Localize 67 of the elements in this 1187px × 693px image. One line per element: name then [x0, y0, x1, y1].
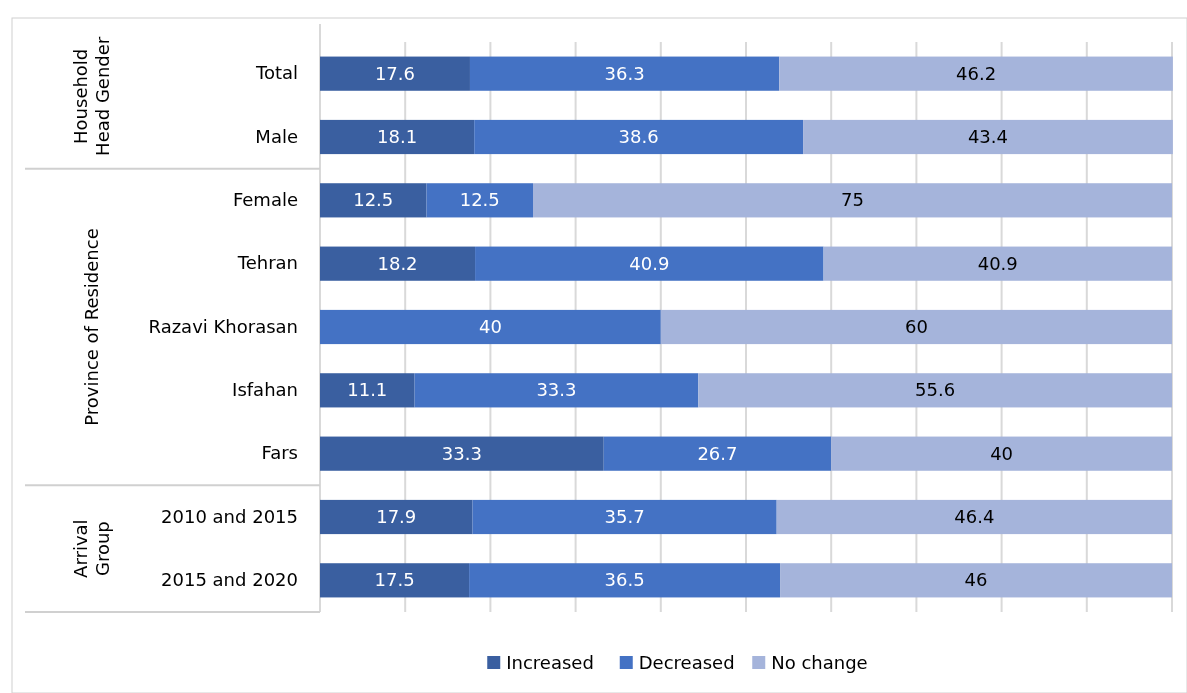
data-label: 40: [478, 316, 502, 337]
text: Arrival Group: [70, 519, 113, 578]
data-label: 12.5: [353, 189, 394, 211]
y-tick-label: Total: [254, 62, 298, 84]
data-label: 18.2: [377, 252, 418, 274]
y-tick-label: 2015 and 2020: [161, 569, 298, 591]
bar: [780, 563, 1172, 598]
bar: [320, 563, 470, 598]
data-label: 46.2: [956, 62, 997, 84]
bar: [779, 56, 1173, 91]
data-label: 17.6: [374, 62, 416, 84]
data-label: 46.4: [954, 506, 995, 527]
legend-label: Increased: [506, 652, 594, 673]
bar: [320, 309, 661, 345]
bar: [660, 309, 1172, 345]
y-tick-label: 2010 and 2015: [161, 505, 298, 527]
bar: [475, 246, 824, 281]
data-label: 36.5: [604, 569, 645, 591]
data-label: 17.9: [376, 506, 417, 527]
bar: [803, 119, 1173, 155]
data-label: 40.9: [977, 252, 1018, 274]
bar: [474, 119, 804, 155]
bar: [603, 436, 832, 471]
y-tick-label: Razavi Khorasan: [148, 315, 298, 337]
data-label: 75: [841, 189, 864, 211]
data-label: 33.3: [441, 442, 482, 464]
bar: [472, 499, 777, 535]
y-tick-label: Tehran: [236, 252, 298, 274]
data-label: 36.3: [604, 62, 645, 84]
text: Household Head Gender: [70, 36, 113, 156]
data-label: 40.9: [629, 252, 670, 274]
data-label: 33.3: [536, 379, 577, 401]
bar: [469, 563, 781, 598]
bar: [320, 373, 415, 408]
data-label: 17.5: [374, 569, 415, 591]
y-tick-label: Isfahan: [232, 379, 298, 401]
data-label: 26.7: [697, 442, 738, 464]
bar: [320, 499, 473, 535]
bar: [320, 436, 604, 471]
bar: [320, 56, 470, 91]
bar: [426, 183, 533, 218]
data-label: 46: [964, 569, 988, 591]
bar: [469, 56, 780, 91]
data-label: 43.4: [967, 126, 1009, 147]
legend-label: Decreased: [638, 652, 735, 673]
y-tick-label: Male: [255, 125, 298, 147]
bar: [831, 436, 1172, 471]
bar: [776, 499, 1172, 535]
data-label: 60: [904, 316, 928, 337]
bar: [414, 373, 699, 408]
data-label: 11.1: [347, 379, 388, 401]
bar: [320, 183, 427, 218]
data-label: 55.6: [915, 379, 956, 401]
data-label: 35.7: [604, 506, 645, 527]
bar: [533, 183, 1172, 218]
data-label: 40: [990, 442, 1014, 464]
data-label: 18.1: [377, 126, 418, 147]
text: Province of Residence: [81, 228, 102, 426]
legend-label: No change: [771, 652, 868, 673]
data-label: 38.6: [618, 126, 659, 147]
bar: [320, 119, 475, 155]
y-tick-label: Female: [232, 189, 298, 211]
y-tick-label: Fars: [261, 442, 298, 464]
bar: [698, 373, 1172, 408]
data-label: 12.5: [459, 189, 500, 211]
bar: [823, 246, 1172, 281]
bar: [320, 246, 476, 281]
